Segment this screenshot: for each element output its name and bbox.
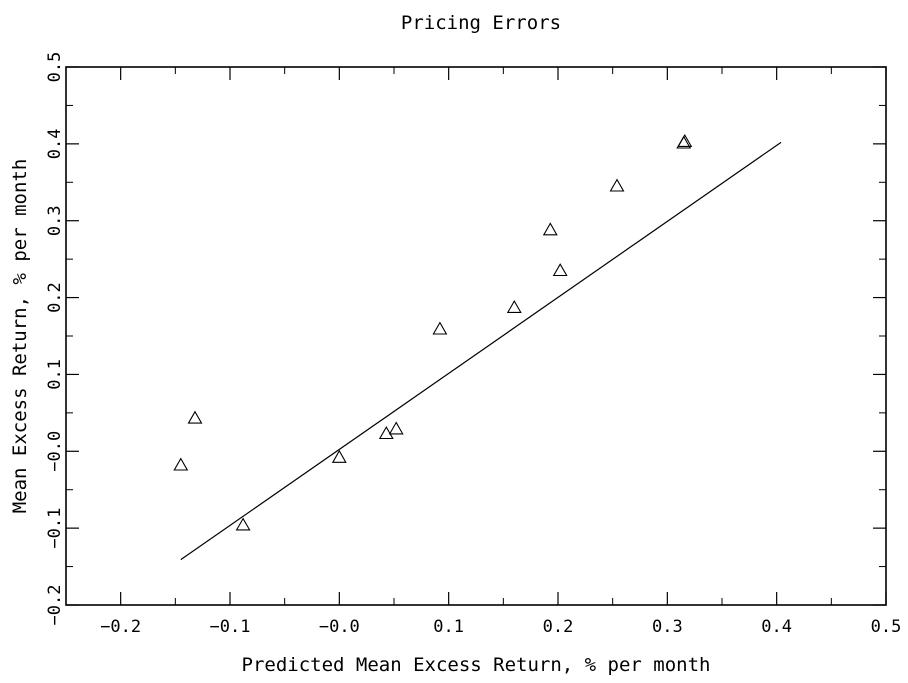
x-tick-label: 0.2 bbox=[543, 617, 574, 637]
x-axis-ticks bbox=[65, 67, 887, 605]
x-tick-label: 0.5 bbox=[871, 617, 902, 637]
plot-frame bbox=[65, 66, 887, 606]
data-point-triangle bbox=[331, 449, 347, 463]
data-point-triangle bbox=[506, 299, 522, 313]
scatter-points bbox=[173, 133, 693, 531]
data-point-triangle bbox=[235, 517, 251, 531]
data-point-triangle bbox=[378, 425, 394, 440]
y-tick-label: −0.0 bbox=[45, 431, 65, 472]
data-point-triangle bbox=[432, 321, 448, 335]
data-point-triangle bbox=[187, 410, 203, 424]
y-tick-label: 0.4 bbox=[45, 128, 65, 159]
data-point-triangle bbox=[388, 421, 404, 435]
reference-line bbox=[180, 141, 782, 561]
x-axis-label: Predicted Mean Excess Return, % per mont… bbox=[242, 654, 711, 676]
y-axis-ticks bbox=[66, 66, 886, 606]
y-tick-label: 0.2 bbox=[45, 282, 65, 313]
x-tick-label: −0.2 bbox=[100, 617, 141, 637]
y-tick-label: 0.5 bbox=[45, 52, 65, 83]
x-tick-label: 0.1 bbox=[433, 617, 464, 637]
y-tick-label: 0.1 bbox=[45, 359, 65, 390]
x-axis-tick-labels: −0.2 −0.1 −0.0 0.1 0.2 0.3 0.4 0.5 bbox=[100, 617, 901, 637]
data-point-triangle bbox=[677, 133, 693, 147]
reference-line-group bbox=[180, 141, 782, 561]
data-point-triangle bbox=[173, 457, 189, 471]
x-tick-label: −0.1 bbox=[210, 617, 251, 637]
y-axis-label: Mean Excess Return, % per month bbox=[9, 159, 31, 514]
y-axis-tick-labels: −0.2 −0.1 −0.0 0.1 0.2 0.3 0.4 0.5 bbox=[45, 52, 65, 626]
y-tick-label: 0.3 bbox=[45, 205, 65, 236]
x-tick-label: −0.0 bbox=[319, 617, 360, 637]
x-tick-label: 0.3 bbox=[652, 617, 683, 637]
y-tick-label: −0.1 bbox=[45, 508, 65, 549]
chart-title: Pricing Errors bbox=[401, 12, 561, 34]
data-point-triangle bbox=[552, 263, 568, 277]
data-point-triangle bbox=[542, 222, 558, 236]
y-tick-label: −0.2 bbox=[45, 585, 65, 626]
x-tick-label: 0.4 bbox=[761, 617, 792, 637]
data-point-triangle bbox=[609, 178, 625, 192]
